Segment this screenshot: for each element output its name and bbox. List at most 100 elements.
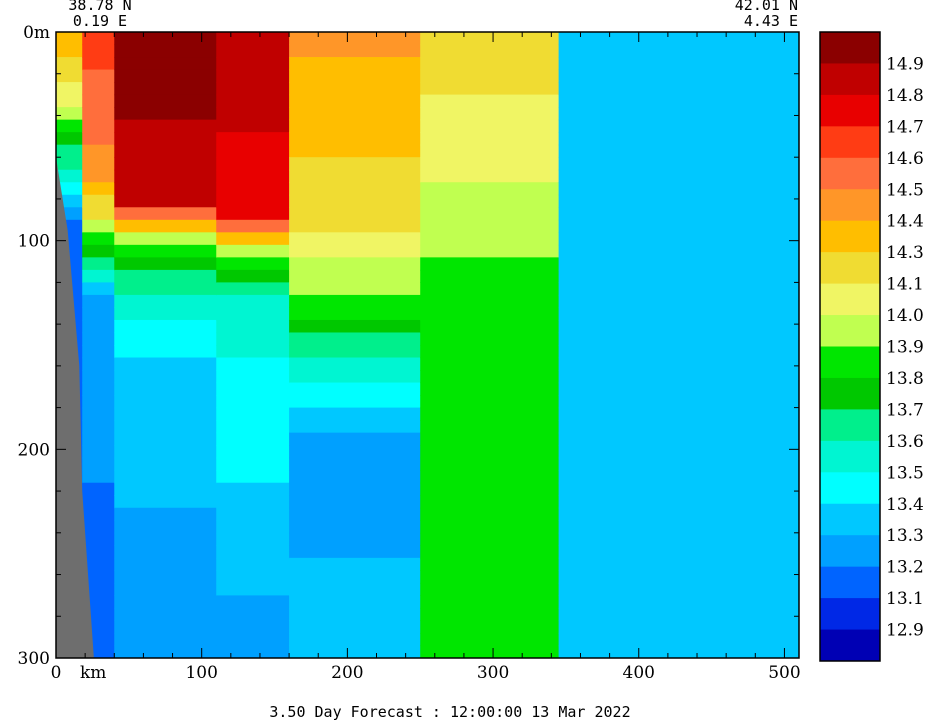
temperature-cell (289, 532, 421, 546)
temperature-cell (558, 457, 799, 471)
colorbar-label: 13.2 (886, 558, 924, 578)
temperature-cell (114, 382, 217, 396)
colorbar-label: 13.6 (886, 432, 924, 452)
temperature-cell (82, 370, 115, 384)
temperature-cell (216, 445, 290, 459)
temperature-cell (289, 144, 421, 158)
temperature-cell (82, 57, 115, 71)
temperature-cell (420, 94, 560, 108)
temperature-cell (82, 482, 115, 496)
temperature-cell (420, 507, 560, 521)
temperature-cell (216, 82, 290, 96)
colorbar-swatch (820, 32, 880, 64)
temperature-cell (114, 407, 217, 421)
temperature-cell (558, 645, 799, 658)
temperature-cell (114, 370, 217, 384)
temperature-cell (289, 482, 421, 496)
temperature-cell (289, 57, 421, 71)
temperature-cell (420, 382, 560, 396)
temperature-cell (420, 457, 560, 471)
temperature-cell (216, 370, 290, 384)
temperature-cell (558, 157, 799, 171)
temperature-cell (82, 94, 115, 108)
colorbar-label: 14.5 (886, 180, 924, 200)
temperature-cell (56, 44, 83, 58)
temperature-cell (289, 495, 421, 509)
temperature-cell (558, 470, 799, 484)
temperature-cell (114, 307, 217, 321)
temperature-cell (289, 169, 421, 183)
temperature-cell (289, 269, 421, 283)
temperature-cell (420, 495, 560, 509)
temperature-cell (216, 157, 290, 171)
temperature-cell (420, 82, 560, 96)
x-tick-label: 200 (331, 663, 363, 683)
temperature-cell (289, 645, 421, 658)
temperature-cell (82, 232, 115, 246)
colorbar-swatch (820, 252, 880, 285)
temperature-cell (114, 520, 217, 534)
temperature-cell (558, 582, 799, 596)
temperature-cell (216, 607, 290, 622)
temperature-cell (558, 119, 799, 133)
colorbar-swatch (820, 472, 880, 505)
temperature-cell (558, 94, 799, 108)
temperature-cell (558, 319, 799, 334)
temperature-cell (82, 432, 115, 446)
temperature-cell (289, 294, 421, 309)
temperature-cell (558, 432, 799, 446)
temperature-cell (289, 94, 421, 108)
temperature-cell (420, 632, 560, 647)
temperature-cell (558, 32, 799, 46)
temperature-cell (420, 319, 560, 334)
temperature-cell (216, 532, 290, 546)
x-axis-label: km (80, 663, 106, 683)
temperature-cell (558, 507, 799, 521)
temperature-cell (216, 507, 290, 521)
temperature-cell (114, 607, 217, 622)
temperature-cell (114, 232, 217, 246)
temperature-cell (82, 294, 115, 309)
x-tick-label: 100 (185, 663, 217, 683)
temperature-cell (420, 607, 560, 622)
temperature-cell (216, 495, 290, 509)
temperature-cell (420, 407, 560, 421)
temperature-cell (420, 107, 560, 121)
temperature-cell (289, 232, 421, 246)
x-tick-label: 400 (623, 663, 655, 683)
temperature-cell (82, 307, 115, 321)
temperature-cell (289, 620, 421, 634)
temperature-cell (216, 107, 290, 121)
temperature-cell (289, 370, 421, 384)
temperature-cell (420, 345, 560, 359)
temperature-cell (82, 457, 115, 471)
colorbar-swatch (820, 598, 880, 631)
temperature-cell (216, 357, 290, 371)
temperature-cell (82, 407, 115, 421)
temperature-cell (420, 432, 560, 446)
temperature-cell (420, 269, 560, 283)
temperature-cell (558, 82, 799, 96)
colorbar-label: 14.0 (886, 306, 924, 326)
colorbar-label: 14.3 (886, 243, 924, 263)
colorbar-label: 14.8 (886, 86, 924, 106)
temperature-cell (82, 357, 115, 371)
colorbar-swatch (820, 440, 880, 473)
temperature-cell (216, 307, 290, 321)
temperature-cell (420, 532, 560, 546)
temperature-cell (558, 570, 799, 584)
temperature-cell (114, 570, 217, 584)
temperature-cell (216, 269, 290, 283)
temperature-cell (82, 570, 115, 584)
temperature-cell (420, 57, 560, 71)
temperature-cell (420, 482, 560, 496)
temperature-cell (82, 132, 115, 146)
temperature-cell (289, 194, 421, 208)
temperature-cell (114, 182, 217, 196)
temperature-cell (82, 219, 115, 233)
temperature-cell (216, 570, 290, 584)
temperature-cell (420, 194, 560, 208)
temperature-cell (82, 169, 115, 183)
temperature-cell (82, 545, 115, 559)
